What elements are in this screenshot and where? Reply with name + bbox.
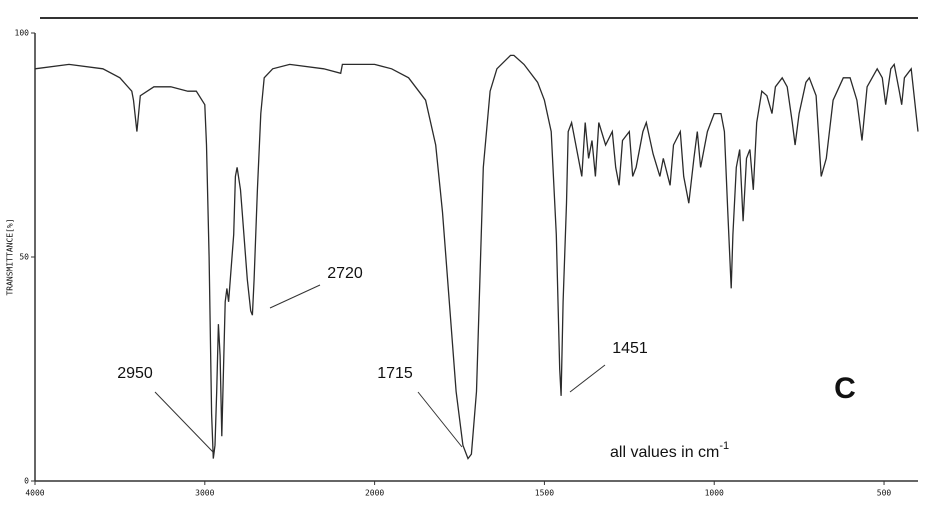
- peak-label: 2720: [327, 265, 363, 282]
- leader-line: [154, 391, 214, 453]
- peak-label: 2950: [117, 365, 153, 382]
- units-note: all values in cm-1: [610, 440, 729, 461]
- note-text: all values in cm: [610, 444, 719, 461]
- y-tick-label: 50: [19, 253, 29, 262]
- y-tick-label: 100: [15, 29, 30, 38]
- x-tick-label: 4000: [25, 489, 44, 498]
- y-tick-label: 0: [24, 477, 29, 486]
- peak-label: 1715: [377, 365, 413, 382]
- panel-label: C: [834, 372, 856, 405]
- spectrum-line: [34, 54, 919, 460]
- leader-line: [569, 364, 606, 393]
- x-tick-label: 3000: [195, 489, 214, 498]
- note-superscript: -1: [719, 440, 729, 452]
- y-axis-label: TRANSMITTANCE[%]: [6, 218, 15, 295]
- leader-line: [269, 284, 321, 309]
- leader-line: [417, 391, 463, 448]
- x-tick-label: 2000: [365, 489, 384, 498]
- x-tick-label: 1000: [705, 489, 724, 498]
- x-tick-label: 500: [877, 489, 892, 498]
- x-tick-label: 1500: [535, 489, 554, 498]
- peak-label: 1451: [612, 340, 648, 357]
